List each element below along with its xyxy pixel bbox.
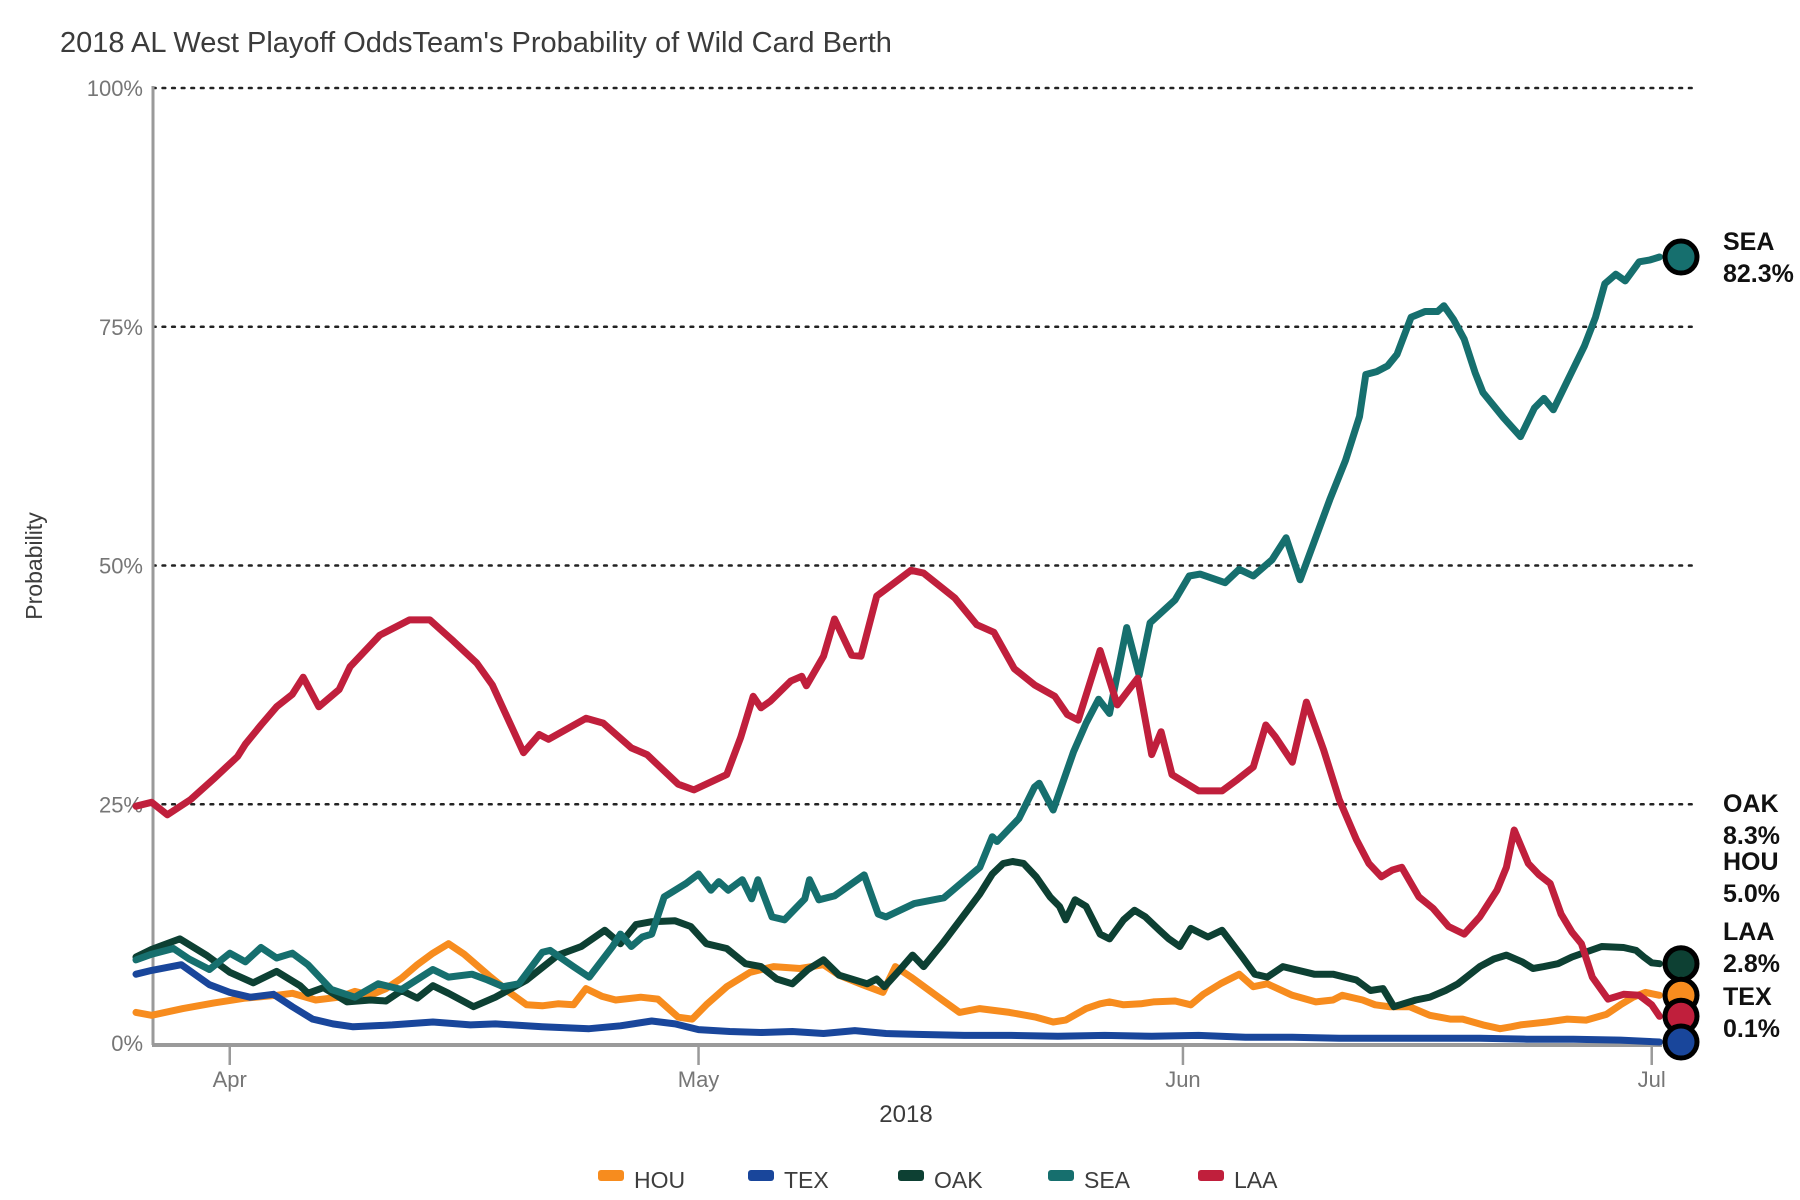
legend-swatch-SEA <box>1048 1170 1074 1181</box>
series-end-labels: SEA 82.3% OAK 8.3%HOU 5.0% LAA 2.8% TEX 0.1% <box>1723 228 1794 1043</box>
end-label-team-LAA: LAA <box>1723 918 1774 946</box>
end-label-team-SEA: SEA <box>1723 228 1774 256</box>
endpoint-marker-SEA <box>1662 238 1700 276</box>
end-label-team-OAK: OAK <box>1723 790 1779 818</box>
legend-swatch-OAK <box>898 1170 924 1181</box>
y-axis-title: Probability <box>21 512 47 620</box>
end-label-value-TEX: 0.1% <box>1723 1015 1780 1043</box>
series-line-OAK <box>132 858 1663 1011</box>
end-label-value-SEA: 82.3% <box>1723 260 1794 288</box>
x-axis-title: 2018 <box>879 1101 932 1128</box>
legend-swatch-TEX <box>748 1170 774 1181</box>
series-line-LAA <box>132 566 1663 1020</box>
x-axis-tick-labels: Apr May Jun Jul <box>213 1067 1666 1092</box>
y-tick-label-50%: 50% <box>99 554 143 579</box>
x-tick-label-May: May <box>678 1067 720 1092</box>
y-tick-label-100%: 100% <box>87 76 143 101</box>
end-label-value-HOU: 5.0% <box>1723 880 1780 908</box>
legend-label-HOU: HOU <box>634 1167 685 1193</box>
series-lines <box>132 253 1663 1046</box>
x-tick-label-Apr: Apr <box>213 1067 247 1092</box>
endpoint-markers <box>1662 238 1700 1061</box>
endpoint-marker-OAK <box>1662 945 1700 983</box>
chart-title: 2018 AL West Playoff OddsTeam's Probabil… <box>60 27 892 59</box>
legend-label-LAA: LAA <box>1234 1167 1278 1193</box>
x-tick-label-Jul: Jul <box>1638 1067 1666 1092</box>
legend-item-OAK[interactable]: OAK <box>898 1167 983 1193</box>
legend-item-LAA[interactable]: LAA <box>1198 1167 1278 1193</box>
series-line-TEX <box>132 961 1663 1046</box>
end-label-team-HOU: HOU <box>1723 848 1779 876</box>
legend-label-OAK: OAK <box>934 1167 983 1193</box>
y-axis-tick-labels: 0%25%50%75%100% <box>87 76 143 1056</box>
legend-item-SEA[interactable]: SEA <box>1048 1167 1131 1193</box>
series-line-SEA <box>132 253 1663 1001</box>
legend-item-TEX[interactable]: TEX <box>748 1167 829 1193</box>
y-tick-label-75%: 75% <box>99 315 143 340</box>
legend-label-SEA: SEA <box>1084 1167 1131 1193</box>
end-label-team-TEX: TEX <box>1723 983 1772 1011</box>
series-line-HOU <box>132 940 1663 1033</box>
y-tick-label-0%: 0% <box>111 1031 143 1056</box>
legend: HOU TEX OAK SEA LAA <box>598 1167 1278 1193</box>
x-tick-label-Jun: Jun <box>1165 1067 1200 1092</box>
endpoint-marker-TEX <box>1662 1023 1700 1061</box>
axes <box>151 86 1662 1065</box>
legend-item-HOU[interactable]: HOU <box>598 1167 685 1193</box>
end-label-value-OAK: 8.3% <box>1723 822 1780 850</box>
legend-swatch-HOU <box>598 1170 624 1181</box>
gridlines <box>151 86 1697 806</box>
legend-swatch-LAA <box>1198 1170 1224 1181</box>
legend-label-TEX: TEX <box>784 1167 829 1193</box>
end-label-value-LAA: 2.8% <box>1723 950 1780 978</box>
